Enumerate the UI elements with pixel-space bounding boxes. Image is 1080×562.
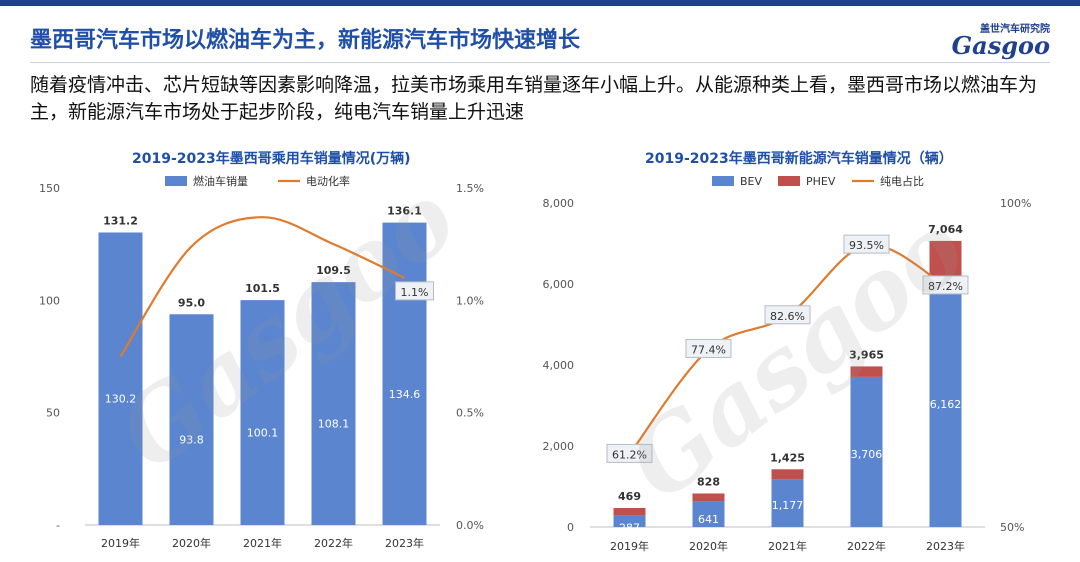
chart2-bar-phev xyxy=(771,469,804,480)
chart1-y-right-tick: 0.0% xyxy=(456,519,484,532)
chart1-x-tick: 2023年 xyxy=(385,536,424,550)
logo-cn-text: 盖世汽车研究院 xyxy=(980,24,1050,35)
chart1-legend-swatch-bar xyxy=(165,176,187,186)
chart1-bar xyxy=(169,314,214,525)
chart2-total-label: 1,425 xyxy=(770,451,805,464)
chart2-y-left-tick: 4,000 xyxy=(543,359,575,372)
chart2-bar-bev xyxy=(613,515,646,527)
chart2-point-label: 77.4% xyxy=(691,343,726,356)
chart1-total-label: 95.0 xyxy=(178,296,205,309)
chart1-bar-label: 134.6 xyxy=(389,388,421,401)
chart2-x-tick: 2020年 xyxy=(689,539,728,553)
chart2-point-label-box xyxy=(922,275,969,295)
chart2-point-label: 93.5% xyxy=(849,239,884,252)
chart2-title: 2019-2023年墨西哥新能源汽车销量情况（辆） xyxy=(645,151,953,167)
chart1-legend-label-bar: 燃油车销量 xyxy=(193,174,248,188)
chart2-bar-label: 3,706 xyxy=(851,448,883,461)
chart2-bar-label: 641 xyxy=(698,513,719,526)
chart1-point-label-box xyxy=(395,281,434,301)
chart2-y-right-tick: 100% xyxy=(1000,197,1031,210)
chart2-legend-label-bev: BEV xyxy=(740,175,762,188)
chart1-bar xyxy=(98,232,143,525)
chart2-bar-bev xyxy=(929,277,962,527)
chart2-legend-swatch-bev xyxy=(712,176,734,186)
chart2-x-tick: 2019年 xyxy=(610,539,649,553)
title-divider xyxy=(30,62,1050,63)
chart1-x-tick: 2021年 xyxy=(243,536,282,550)
chart2-y-right-tick: 50% xyxy=(1000,521,1024,534)
chart2-bar-bev xyxy=(850,376,883,527)
chart2-legend-label-phev: PHEV xyxy=(806,175,836,188)
chart1-bar-label: 130.2 xyxy=(105,393,137,406)
intro-paragraph: 随着疫情冲击、芯片短缺等因素影响降温，拉美市场乘用车销量逐年小幅上升。从能源种类… xyxy=(30,74,1038,123)
chart2-point-label: 87.2% xyxy=(928,280,963,293)
chart1-y-right-tick: 0.5% xyxy=(456,407,484,420)
chart1-y-left-tick: 50 xyxy=(46,407,60,420)
chart2-legend-label-line: 纯电占比 xyxy=(880,174,924,188)
chart1-x-tick: 2022年 xyxy=(314,536,353,550)
chart2-x-tick: 2021年 xyxy=(768,539,807,553)
chart2-point-label-box xyxy=(843,234,890,254)
chart1-bar xyxy=(311,282,356,525)
chart2-bar-phev xyxy=(850,366,883,377)
chart1-title: 2019-2023年墨西哥乘用车销量情况(万辆) xyxy=(132,151,411,167)
chart2-total-label: 3,965 xyxy=(849,348,884,361)
chart2-total-label: 7,064 xyxy=(928,223,963,236)
chart1-total-label: 109.5 xyxy=(316,264,351,277)
chart2-bar-phev xyxy=(692,493,725,502)
chart2-y-left-tick: 2,000 xyxy=(543,440,575,453)
chart2-bar-bev xyxy=(771,479,804,527)
chart1-x-tick: 2020年 xyxy=(172,536,211,550)
chart1-bar-label: 100.1 xyxy=(247,427,279,440)
chart2-bar-label: 287 xyxy=(619,521,640,534)
chart1-y-right-tick: 1.5% xyxy=(456,182,484,195)
chart1-total-label: 136.1 xyxy=(387,205,422,218)
chart2-bar-label: 1,177 xyxy=(772,499,804,512)
chart2-point-label: 61.2% xyxy=(612,448,647,461)
page-title: 墨西哥汽车市场以燃油车为主，新能源汽车市场快速增长 xyxy=(30,28,581,53)
chart1-y-left-tick: 150 xyxy=(39,182,60,195)
chart2-point-label: 82.6% xyxy=(770,310,805,323)
chart1-total-label: 101.5 xyxy=(245,282,280,295)
chart2-line-bev-share xyxy=(628,243,947,456)
logo-en-text: Gasgoo xyxy=(951,31,1050,60)
chart2-point-label-box xyxy=(606,443,653,463)
chart1-y-right-tick: 1.0% xyxy=(456,294,484,307)
chart2-bar-phev xyxy=(613,508,646,516)
chart1-x-tick: 2019年 xyxy=(101,536,140,550)
chart2-y-left-tick: 6,000 xyxy=(543,278,575,291)
chart1-bar xyxy=(382,222,427,525)
chart1-line-electrification xyxy=(119,216,405,358)
chart2-bar-phev xyxy=(929,240,962,278)
top-accent-bar xyxy=(0,0,1080,6)
chart1-bar-label: 108.1 xyxy=(318,418,350,431)
chart2-point-label-box xyxy=(764,305,811,325)
chart2-point-label-box xyxy=(685,338,732,358)
chart1-legend-label-line: 电动化率 xyxy=(306,174,350,188)
chart2-bar-label: 6,162 xyxy=(930,398,962,411)
chart2-x-tick: 2023年 xyxy=(926,539,965,553)
chart2-bar-bev xyxy=(692,501,725,527)
chart2-x-tick: 2022年 xyxy=(847,539,886,553)
chart1-point-label: 1.1% xyxy=(401,286,429,299)
chart1-y-left-tick: - xyxy=(56,519,60,532)
chart2-y-left-tick: 8,000 xyxy=(543,197,575,210)
chart1-bar-label: 93.8 xyxy=(179,434,204,447)
chart2-y-left-tick: 0 xyxy=(567,521,574,534)
chart2-legend-swatch-phev xyxy=(778,176,800,186)
chart2-total-label: 828 xyxy=(697,475,720,488)
chart1-y-left-tick: 100 xyxy=(39,294,60,307)
chart2-total-label: 469 xyxy=(618,490,641,503)
chart1-total-label: 131.2 xyxy=(103,214,138,227)
chart1-bar xyxy=(240,300,285,525)
gasgoo-logo: 盖世汽车研究院 Gasgoo xyxy=(920,20,1050,62)
